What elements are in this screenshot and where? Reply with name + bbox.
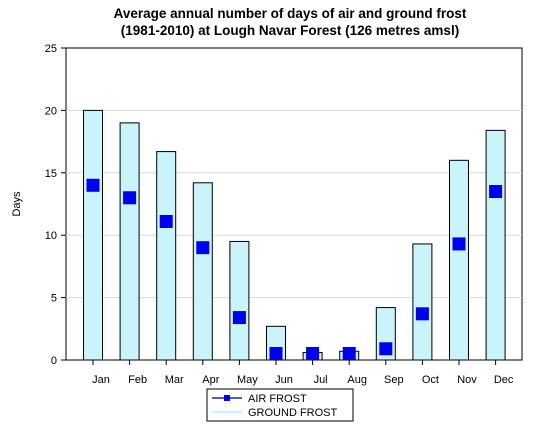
y-tick-label: 10: [45, 230, 57, 242]
air-frost-marker-nov: [452, 237, 466, 251]
air-frost-marker-sep: [379, 342, 393, 356]
air-frost-markers: [86, 178, 503, 360]
ground-frost-bar-mar: [156, 151, 177, 361]
chart-title-line-1: Average annual number of days of air and…: [114, 6, 467, 21]
y-tick-label: 20: [45, 105, 57, 117]
x-tick-label: May: [237, 374, 258, 386]
gridlines: [66, 109, 522, 299]
x-tick-label: Jan: [92, 374, 110, 386]
x-tick-label: Feb: [128, 374, 147, 386]
ground-frost-bar-jan: [83, 109, 103, 361]
air-frost-marker-jul: [306, 347, 320, 360]
air-frost-marker-feb: [123, 191, 137, 205]
ground-frost-bar-apr: [192, 182, 213, 361]
x-tick-label: Mar: [165, 374, 184, 386]
y-tick-label: 15: [45, 168, 57, 180]
air-frost-marker-apr: [196, 241, 210, 255]
x-axis-ticks: Jan Feb Mar Apr May Jun Jul Aug Sep Oct Nov Dec: [92, 360, 514, 386]
legend-air-frost-label: AIR FROST: [248, 393, 307, 405]
ground-frost-bar-feb: [119, 122, 140, 361]
ground-frost-bar-dec: [485, 129, 506, 361]
x-tick-label: Aug: [347, 374, 367, 386]
legend-ground-frost-label: GROUND FROST: [248, 407, 338, 419]
air-frost-marker-oct: [415, 307, 429, 321]
air-frost-marker-dec: [489, 185, 503, 199]
x-tick-label: Dec: [494, 374, 514, 386]
y-tick-label: 25: [45, 43, 57, 55]
x-tick-label: Jun: [275, 374, 293, 386]
air-frost-marker-may: [232, 311, 246, 325]
y-tick-label: 5: [51, 293, 57, 305]
x-tick-label: Apr: [202, 374, 219, 386]
chart-title-line-2: (1981-2010) at Lough Navar Forest (126 m…: [121, 23, 459, 38]
y-axis-ticks: 0 5 10 15 20 25: [45, 43, 66, 367]
ground-frost-bar-may: [229, 240, 250, 361]
ground-frost-bar-oct: [412, 243, 433, 361]
air-frost-marker-mar: [159, 214, 173, 228]
air-frost-marker-aug: [342, 347, 356, 360]
x-tick-label: Jul: [314, 374, 328, 386]
plot-area: [65, 47, 523, 361]
legend: AIR FROST GROUND FROST: [206, 388, 354, 422]
legend-air-frost-marker: [224, 395, 230, 401]
y-axis-label: Days: [11, 191, 23, 217]
x-tick-label: Oct: [422, 374, 439, 386]
air-frost-marker-jan: [86, 178, 100, 192]
ground-frost-bar-nov: [449, 159, 469, 361]
air-frost-marker-jun: [269, 347, 283, 360]
y-tick-label: 0: [51, 355, 57, 367]
legend-box: [206, 388, 354, 422]
x-tick-label: Sep: [384, 374, 404, 386]
x-tick-label: Nov: [457, 374, 477, 386]
